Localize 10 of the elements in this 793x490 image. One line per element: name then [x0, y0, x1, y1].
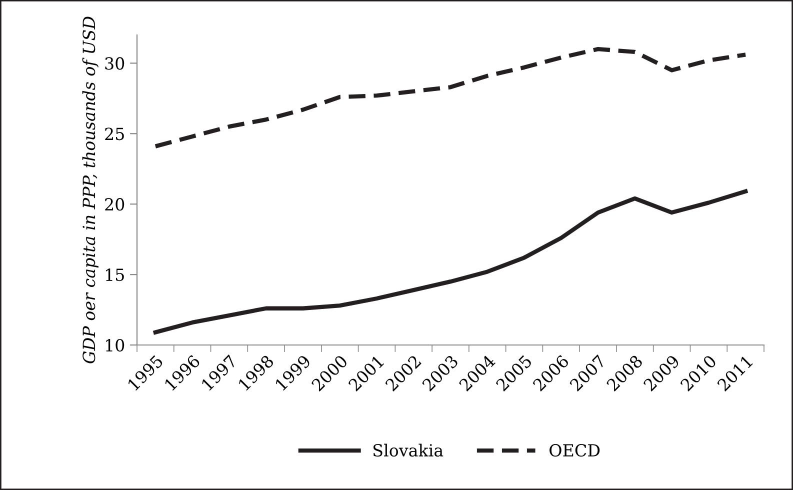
- y-axis-title: GDP oer capita in PPP, thousands of USD: [82, 16, 98, 364]
- y-tick-label: 30: [105, 57, 124, 70]
- line-series: [153, 47, 748, 148]
- y-tick-label: 15: [106, 268, 124, 282]
- y-tick-label: 10: [106, 338, 124, 352]
- legend-label: Slovakia: [374, 444, 444, 457]
- line-series: [153, 189, 748, 334]
- legend-label: OECD: [550, 444, 600, 457]
- y-tick-label: 25: [105, 128, 124, 140]
- y-tick-label: 20: [105, 198, 124, 211]
